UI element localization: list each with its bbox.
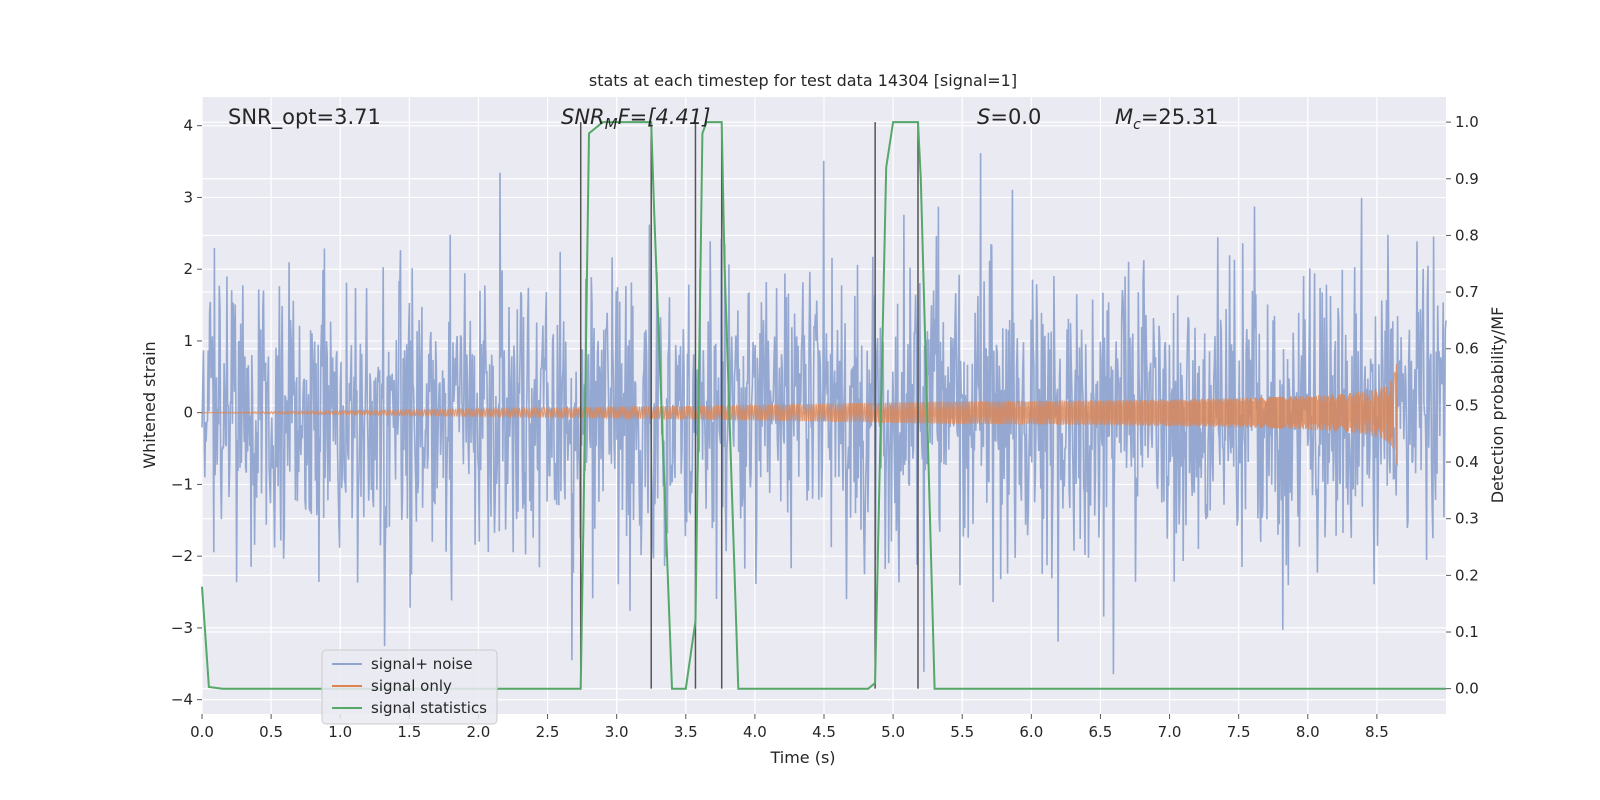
x-tick-label: 0.0 — [190, 723, 214, 741]
y-axis-right-ticks: 1.0 0.9 0.8 0.7 0.6 0.5 0.4 0.3 0.2 0.1 0.0 — [1446, 113, 1479, 698]
y-tick-label: −2 — [171, 547, 193, 565]
annotation-snr-mf: SNRMF=[4.41] — [561, 105, 710, 133]
y-tick-label: 2 — [183, 260, 193, 278]
x-tick-label: 1.5 — [397, 723, 421, 741]
legend-label-signal-statistics: signal statistics — [371, 699, 487, 717]
annotation-mc: Mc=25.31 — [1115, 105, 1219, 133]
y-right-tick-label: 1.0 — [1455, 113, 1479, 131]
y-right-tick-label: 0.6 — [1455, 340, 1479, 358]
annotation-snr-mf-main: SNR — [561, 105, 605, 129]
x-tick-label: 2.0 — [467, 723, 491, 741]
legend-label-signal-plus-noise: signal+ noise — [371, 655, 473, 673]
x-tick-label: 8.0 — [1296, 723, 1320, 741]
x-tick-label: 6.5 — [1089, 723, 1113, 741]
y-tick-label: 4 — [183, 117, 193, 135]
y-right-tick-label: 0.5 — [1455, 396, 1479, 414]
x-axis-ticks: 0.0 0.5 1.0 1.5 2.0 2.5 3.0 3.5 4.0 4.5 5.0 5.5 6.0 6… — [190, 714, 1389, 741]
annotation-mc-rest: =25.31 — [1141, 105, 1219, 129]
plot-content — [201, 121, 1447, 690]
y-tick-label: 3 — [183, 188, 193, 206]
y-tick-label: −1 — [171, 475, 193, 493]
y-axis-label: Whitened strain — [140, 341, 159, 468]
x-tick-label: 5.5 — [950, 723, 974, 741]
y-right-tick-label: 0.4 — [1455, 453, 1479, 471]
annotation-snr-opt: SNR_opt=3.71 — [228, 105, 381, 130]
x-tick-label: 4.0 — [743, 723, 767, 741]
annotation-snr-mf-rest: F=[4.41] — [618, 105, 711, 129]
series-signal-only-line — [201, 363, 1398, 467]
annotation-s: S=0.0 — [977, 105, 1041, 129]
legend: signal+ noise signal only signal statist… — [321, 649, 498, 725]
annotation-mc-var: M — [1115, 105, 1133, 129]
y-right-tick-label: 0.9 — [1455, 170, 1479, 188]
y-right-tick-label: 0.2 — [1455, 566, 1479, 584]
x-tick-label: 7.5 — [1227, 723, 1251, 741]
x-tick-label: 7.0 — [1158, 723, 1182, 741]
y-tick-label: −3 — [171, 619, 193, 637]
x-tick-label: 8.5 — [1365, 723, 1389, 741]
y-axis-ticks: 4 3 2 1 0 −1 −2 −3 −4 — [171, 117, 202, 709]
x-tick-label: 5.0 — [881, 723, 905, 741]
x-tick-label: 6.0 — [1019, 723, 1043, 741]
y-tick-label: 1 — [183, 332, 193, 350]
series-signal-statistics-line — [201, 121, 1446, 690]
y-tick-label: 0 — [183, 404, 193, 422]
annotation-s-var: S — [977, 105, 990, 129]
y-right-tick-label: 0.1 — [1455, 623, 1479, 641]
chart-title: stats at each timestep for test data 143… — [589, 71, 1017, 90]
x-axis-label: Time (s) — [769, 748, 835, 767]
legend-box — [321, 649, 498, 725]
annotation-snr-mf-sub: M — [605, 115, 618, 133]
x-tick-label: 2.5 — [536, 723, 560, 741]
annotation-s-rest: =0.0 — [990, 105, 1041, 129]
x-tick-label: 0.5 — [259, 723, 283, 741]
y-right-tick-label: 0.8 — [1455, 226, 1479, 244]
y-right-tick-label: 0.7 — [1455, 283, 1479, 301]
x-tick-label: 3.0 — [605, 723, 629, 741]
annotation-mc-sub: c — [1133, 117, 1141, 133]
y-right-tick-label: 0.0 — [1455, 680, 1479, 698]
legend-label-signal-only: signal only — [371, 677, 452, 695]
y-right-tick-label: 0.3 — [1455, 510, 1479, 528]
x-tick-label: 4.5 — [812, 723, 836, 741]
x-tick-label: 3.5 — [674, 723, 698, 741]
y-axis-right-label: Detection probability/MF — [1488, 307, 1507, 504]
y-tick-label: −4 — [171, 691, 193, 709]
x-tick-label: 1.0 — [328, 723, 352, 741]
